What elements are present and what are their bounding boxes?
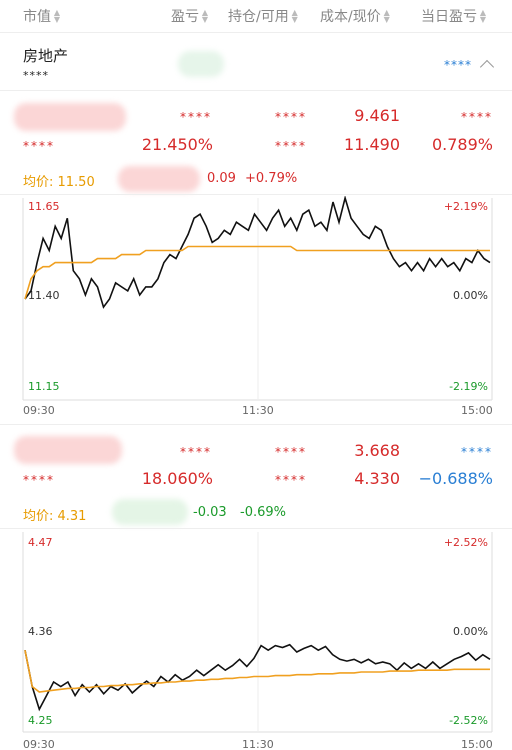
y-tick-bottom: 11.15 (28, 380, 60, 393)
sector-title: 房地产 (23, 47, 69, 65)
sort-icon: ▲ ▼ (291, 8, 298, 24)
average-price-line (24, 245, 490, 300)
column-header: 市值 ▲ ▼ 盈亏 ▲ ▼ 持仓/可用 ▲ ▼ 成本/现价 ▲ ▼ 当日盈亏 ▲ ▼ (0, 0, 512, 33)
pnl-percent: 18.060% (141, 469, 213, 488)
average-price-line (24, 650, 490, 693)
sector-subtitle: **** (23, 69, 49, 82)
y-pct-mid: 0.00% (453, 625, 488, 638)
market-value: **** (23, 473, 55, 487)
day-pnl-value: **** (461, 110, 493, 124)
col-position-label: 持仓/可用 (228, 9, 289, 25)
masked-value (112, 499, 188, 525)
col-market-value-label: 市值 (23, 9, 51, 25)
market-value: **** (23, 139, 55, 153)
masked-value (118, 166, 200, 192)
divider (0, 424, 512, 425)
y-pct-top: +2.52% (443, 536, 488, 549)
sector-summary-value: **** (444, 57, 472, 72)
col-market-value[interactable]: 市值 ▲ ▼ (23, 6, 61, 26)
price-series-line (24, 196, 491, 309)
position-value: **** (275, 110, 307, 124)
x-tick-midday: 11:30 (242, 738, 274, 750)
sector-summary[interactable]: **** (444, 57, 495, 75)
x-tick-open: 09:30 (23, 404, 55, 417)
y-tick-top: 4.47 (28, 536, 53, 549)
divider (0, 194, 512, 195)
price-line-chart (22, 196, 493, 401)
y-pct-bottom: -2.52% (449, 714, 488, 727)
col-day-pnl-label: 当日盈亏 (421, 9, 477, 25)
y-pct-mid: 0.00% (453, 289, 488, 302)
pnl-value: **** (180, 445, 212, 459)
y-pct-bottom: -2.19% (449, 380, 488, 393)
position-value: **** (275, 445, 307, 459)
masked-stock-name (14, 103, 126, 131)
avg-price-label: 均价: 4.31 (23, 509, 87, 524)
y-tick-bottom: 4.25 (28, 714, 53, 727)
x-tick-open: 09:30 (23, 738, 55, 750)
cost-value: 9.461 (354, 106, 400, 125)
current-price: 11.490 (344, 135, 400, 154)
sort-icon: ▲ ▼ (479, 8, 487, 24)
sort-icon: ▲ ▼ (201, 8, 209, 24)
sort-icon: ▲ ▼ (383, 8, 390, 24)
col-pnl-label: 盈亏 (171, 9, 199, 25)
day-pnl-percent: −0.688% (418, 469, 493, 488)
intraday-chart[interactable]: 4.47 4.36 4.25 +2.52% 0.00% -2.52% 09:30… (0, 530, 512, 750)
sector-group-header[interactable]: 房地产 **** **** (0, 33, 512, 91)
col-pnl[interactable]: 盈亏 ▲ ▼ (171, 6, 209, 26)
avg-price-label: 均价: 11.50 (23, 175, 95, 190)
masked-stock-name (14, 436, 122, 464)
col-cost-price[interactable]: 成本/现价 ▲ ▼ (320, 6, 391, 26)
price-line-chart (22, 532, 493, 733)
day-pnl-value: **** (461, 445, 493, 459)
day-pnl-percent: 0.789% (431, 135, 493, 154)
price-series-line (24, 643, 491, 712)
change-percent: +0.79% (245, 171, 298, 186)
y-pct-top: +2.19% (443, 200, 488, 213)
col-position[interactable]: 持仓/可用 ▲ ▼ (228, 6, 299, 26)
change-value: -0.03 (193, 505, 227, 520)
x-tick-close: 15:00 (461, 738, 493, 750)
sort-icon: ▲ ▼ (53, 8, 61, 24)
y-tick-top: 11.65 (28, 200, 60, 213)
col-cost-price-label: 成本/现价 (320, 9, 381, 25)
y-tick-mid: 4.36 (28, 625, 53, 638)
current-price: 4.330 (354, 469, 400, 488)
divider (0, 528, 512, 529)
pnl-percent: 21.450% (141, 135, 213, 154)
change-percent: -0.69% (240, 505, 286, 520)
available-value: **** (275, 139, 307, 153)
col-day-pnl[interactable]: 当日盈亏 ▲ ▼ (421, 6, 487, 26)
masked-value (178, 51, 224, 77)
x-tick-midday: 11:30 (242, 404, 274, 417)
change-value: 0.09 (207, 171, 236, 186)
chevron-up-icon[interactable] (479, 59, 495, 75)
x-tick-close: 15:00 (461, 404, 493, 417)
available-value: **** (275, 473, 307, 487)
y-tick-mid: 11.40 (28, 289, 60, 302)
cost-value: 3.668 (354, 441, 400, 460)
intraday-chart[interactable]: 11.65 11.40 11.15 +2.19% 0.00% -2.19% 09… (0, 196, 512, 422)
pnl-value: **** (180, 110, 212, 124)
